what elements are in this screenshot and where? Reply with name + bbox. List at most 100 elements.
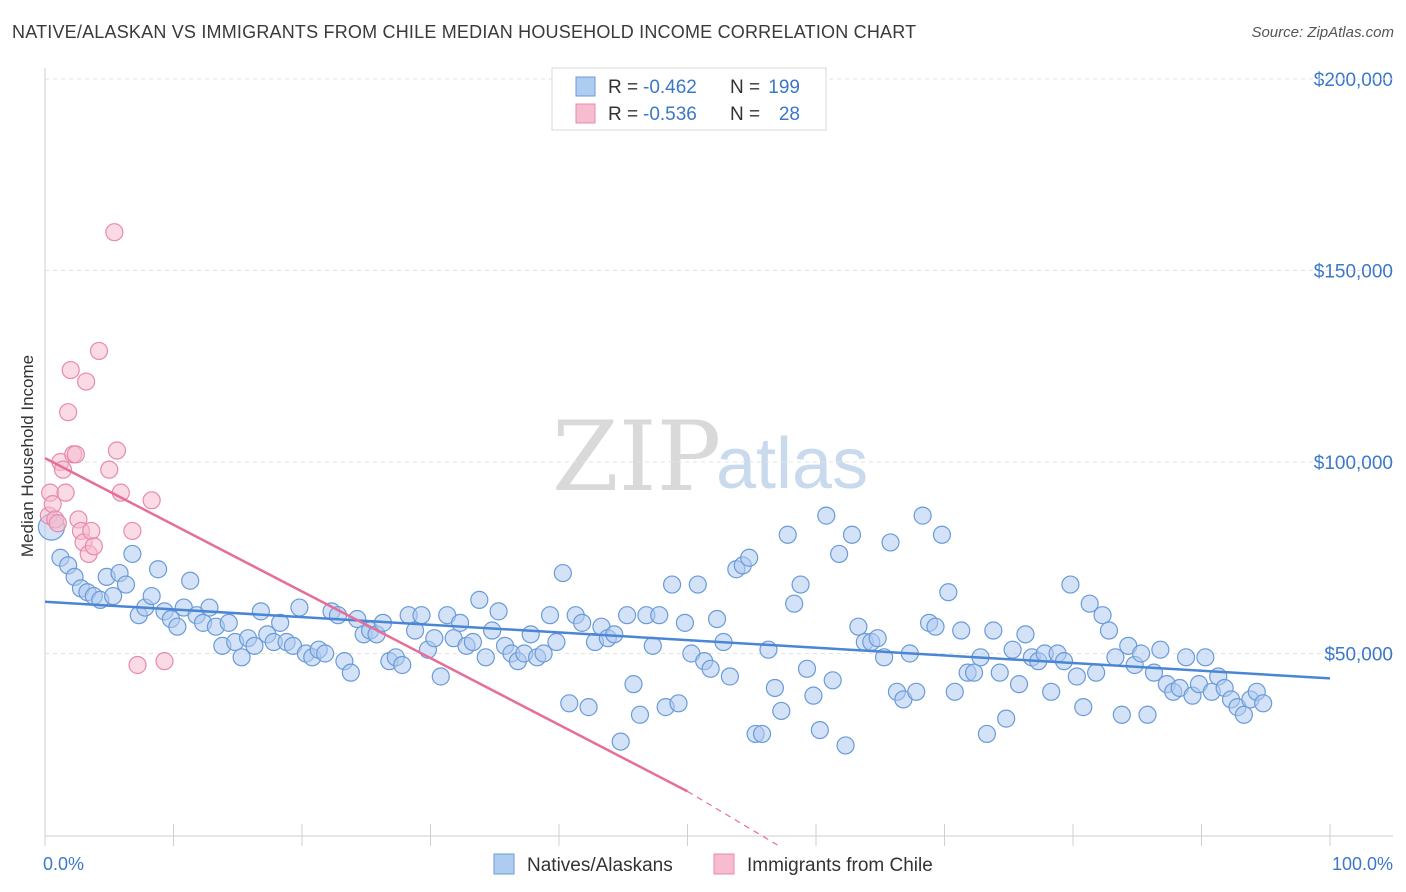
y-tick-label: $50,000 — [1324, 645, 1393, 666]
legend-n-value-2: 28 — [779, 104, 800, 125]
point-natives-alaskans — [977, 724, 997, 744]
point-natives-alaskans — [251, 602, 270, 621]
point-natives-alaskans — [964, 663, 984, 682]
point-natives-alaskans — [952, 621, 971, 640]
point-natives-alaskans — [148, 560, 168, 579]
point-natives-alaskans — [534, 644, 553, 663]
point-natives-alaskans — [849, 617, 868, 636]
point-natives-alaskans — [740, 548, 759, 567]
point-natives-alaskans — [489, 602, 508, 621]
legend-r-label-1: R = — [608, 77, 638, 98]
point-natives-alaskans — [271, 613, 290, 632]
point-immigrants-from-chile — [56, 483, 75, 502]
y-axis-label: Median Household Income — [18, 355, 37, 557]
y-tick-label: $200,000 — [1314, 70, 1393, 91]
point-natives-alaskans — [688, 575, 707, 594]
point-natives-alaskans — [817, 506, 836, 525]
point-natives-alaskans — [939, 583, 958, 602]
point-natives-alaskans — [245, 636, 264, 655]
point-natives-alaskans — [611, 732, 630, 751]
point-natives-alaskans — [181, 571, 200, 590]
point-natives-alaskans — [932, 525, 952, 544]
point-natives-alaskans — [1132, 644, 1151, 663]
point-natives-alaskans — [142, 586, 161, 606]
point-natives-alaskans — [720, 667, 740, 686]
point-natives-alaskans — [701, 659, 720, 678]
bottom-legend-label-1: Natives/Alaskans — [527, 855, 673, 876]
point-natives-alaskans — [200, 598, 219, 617]
point-immigrants-from-chile — [48, 514, 67, 533]
point-natives-alaskans — [1099, 621, 1119, 640]
point-natives-alaskans — [290, 598, 309, 617]
point-natives-alaskans — [123, 544, 142, 564]
point-natives-alaskans — [990, 663, 1009, 682]
watermark-zip: ZIP — [552, 401, 721, 513]
legend-swatch-pink — [575, 103, 596, 124]
legend-swatch-blue — [575, 76, 596, 97]
point-natives-alaskans — [765, 678, 784, 698]
point-natives-alaskans — [1176, 648, 1196, 667]
point-natives-alaskans — [810, 720, 829, 740]
point-immigrants-from-chile — [100, 460, 119, 479]
point-natives-alaskans — [669, 694, 688, 713]
point-natives-alaskans — [643, 636, 662, 655]
x-tick-right: 100.0% — [1332, 854, 1393, 874]
point-natives-alaskans — [707, 609, 727, 629]
point-natives-alaskans — [470, 590, 489, 609]
point-natives-alaskans — [521, 625, 540, 644]
legend-r-value-2: -0.536 — [643, 104, 697, 125]
point-natives-alaskans — [553, 563, 572, 583]
point-natives-alaskans — [1009, 675, 1029, 694]
point-natives-alaskans — [1112, 705, 1131, 724]
point-natives-alaskans — [1087, 663, 1106, 682]
point-natives-alaskans — [785, 594, 804, 613]
point-natives-alaskans — [630, 705, 650, 724]
point-natives-alaskans — [772, 701, 791, 721]
bottom-legend-label-2: Immigrants from Chile — [747, 855, 933, 876]
point-natives-alaskans — [341, 663, 360, 682]
point-natives-alaskans — [431, 667, 450, 686]
gridlines: $50,000 $100,000 $150,000 $200,000 — [45, 70, 1393, 666]
trend-line-natives-alaskans — [44, 600, 1331, 680]
point-natives-alaskans — [842, 525, 862, 544]
y-tick-label: $100,000 — [1314, 453, 1393, 474]
point-natives-alaskans — [1196, 648, 1215, 667]
point-natives-alaskans — [997, 709, 1016, 728]
point-natives-alaskans — [675, 613, 695, 632]
point-immigrants-from-chile — [107, 441, 127, 460]
point-natives-alaskans — [752, 724, 772, 744]
point-natives-alaskans — [945, 682, 964, 701]
point-natives-alaskans — [316, 644, 335, 663]
point-natives-alaskans — [1080, 594, 1099, 613]
point-natives-alaskans — [1042, 682, 1061, 701]
point-natives-alaskans — [624, 675, 643, 694]
point-natives-alaskans — [232, 648, 251, 667]
point-natives-alaskans — [476, 648, 495, 667]
point-natives-alaskans — [425, 629, 444, 648]
watermark-atlas: atlas — [716, 424, 868, 504]
point-natives-alaskans — [618, 606, 637, 625]
trend-line-extension-immigrants-from-chile — [687, 790, 778, 846]
point-natives-alaskans — [1234, 705, 1254, 724]
point-immigrants-from-chile — [142, 491, 161, 510]
correlation-legend: R = -0.462 N = 199 R = -0.536 N = 28 — [551, 67, 827, 131]
point-natives-alaskans — [540, 606, 560, 625]
point-natives-alaskans — [573, 613, 592, 632]
legend-n-label-2: N = — [730, 104, 760, 125]
point-natives-alaskans — [926, 617, 945, 636]
series-immigrants-from-chile — [39, 223, 174, 675]
point-natives-alaskans — [881, 533, 900, 552]
point-natives-alaskans — [791, 575, 810, 594]
point-natives-alaskans — [405, 621, 425, 640]
point-natives-alaskans — [1067, 667, 1086, 686]
legend-r-label-2: R = — [608, 104, 638, 125]
trend-lines — [44, 457, 1331, 846]
point-natives-alaskans — [662, 575, 682, 594]
point-natives-alaskans — [778, 525, 797, 544]
legend-n-label-1: N = — [730, 77, 760, 98]
point-immigrants-from-chile — [77, 372, 96, 391]
trend-line-immigrants-from-chile — [44, 457, 689, 793]
y-tick-label: $150,000 — [1314, 262, 1393, 283]
point-natives-alaskans — [116, 575, 136, 594]
